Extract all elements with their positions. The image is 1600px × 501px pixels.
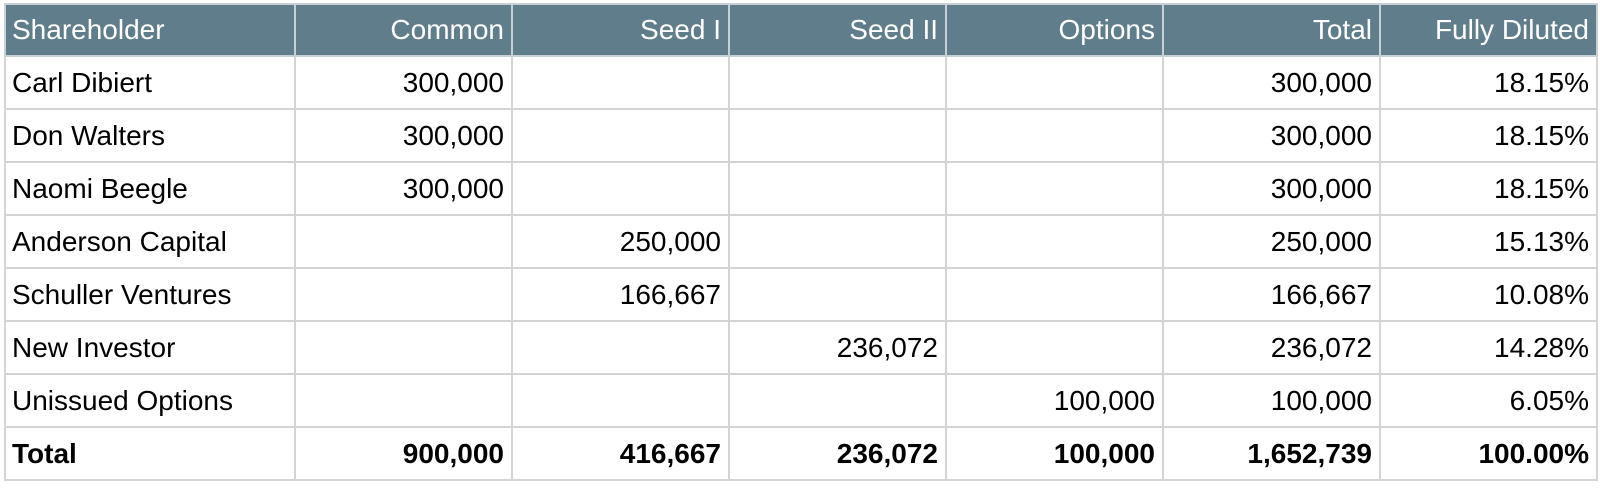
cell-seed-i [511, 373, 730, 428]
cell-common [294, 373, 513, 428]
cell-options: 100,000 [945, 373, 1164, 428]
cell-seed-ii [728, 214, 947, 269]
cell-total: 236,072 [1162, 320, 1381, 375]
header-total: Total [1162, 3, 1381, 57]
header-common: Common [294, 3, 513, 57]
cell-seed-i [511, 161, 730, 216]
cell-shareholder: Don Walters [4, 108, 296, 163]
total-label: Total [4, 426, 296, 481]
cell-options [945, 108, 1164, 163]
table-row: Schuller Ventures 166,667 166,667 10.08% [4, 267, 1598, 322]
cell-seed-ii: 236,072 [728, 320, 947, 375]
cell-common: 300,000 [294, 108, 513, 163]
table-row: Anderson Capital 250,000 250,000 15.13% [4, 214, 1598, 269]
cell-shareholder: Carl Dibiert [4, 55, 296, 110]
header-shareholder: Shareholder [4, 3, 296, 57]
cell-options [945, 320, 1164, 375]
cell-seed-ii [728, 267, 947, 322]
total-seed-i: 416,667 [511, 426, 730, 481]
cell-fully-diluted: 18.15% [1379, 108, 1598, 163]
table-row: Don Walters 300,000 300,000 18.15% [4, 108, 1598, 163]
cell-total: 300,000 [1162, 108, 1381, 163]
header-seed-ii: Seed II [728, 3, 947, 57]
cell-options [945, 214, 1164, 269]
cell-seed-ii [728, 373, 947, 428]
header-seed-i: Seed I [511, 3, 730, 57]
cell-seed-i: 250,000 [511, 214, 730, 269]
cell-common [294, 214, 513, 269]
cell-seed-i: 166,667 [511, 267, 730, 322]
total-common: 900,000 [294, 426, 513, 481]
cell-seed-ii [728, 108, 947, 163]
cell-shareholder: Unissued Options [4, 373, 296, 428]
header-options: Options [945, 3, 1164, 57]
cell-total: 300,000 [1162, 55, 1381, 110]
cell-common [294, 320, 513, 375]
cell-common [294, 267, 513, 322]
cell-seed-i [511, 320, 730, 375]
cell-options [945, 55, 1164, 110]
total-fully-diluted: 100.00% [1379, 426, 1598, 481]
total-options: 100,000 [945, 426, 1164, 481]
cell-fully-diluted: 14.28% [1379, 320, 1598, 375]
cell-shareholder: Schuller Ventures [4, 267, 296, 322]
header-row: Shareholder Common Seed I Seed II Option… [4, 3, 1598, 57]
total-row: Total 900,000 416,667 236,072 100,000 1,… [4, 426, 1598, 481]
cell-shareholder: Anderson Capital [4, 214, 296, 269]
cap-table-container: Shareholder Common Seed I Seed II Option… [4, 3, 1598, 481]
cell-seed-ii [728, 161, 947, 216]
cell-shareholder: New Investor [4, 320, 296, 375]
cell-fully-diluted: 15.13% [1379, 214, 1598, 269]
table-row: Carl Dibiert 300,000 300,000 18.15% [4, 55, 1598, 110]
cell-seed-ii [728, 55, 947, 110]
cell-fully-diluted: 6.05% [1379, 373, 1598, 428]
cell-seed-i [511, 108, 730, 163]
cell-seed-i [511, 55, 730, 110]
cap-table: Shareholder Common Seed I Seed II Option… [4, 3, 1598, 481]
cell-total: 250,000 [1162, 214, 1381, 269]
total-total: 1,652,739 [1162, 426, 1381, 481]
cell-fully-diluted: 18.15% [1379, 55, 1598, 110]
cell-options [945, 161, 1164, 216]
cell-total: 166,667 [1162, 267, 1381, 322]
header-fully-diluted: Fully Diluted [1379, 3, 1598, 57]
cell-options [945, 267, 1164, 322]
table-row: Naomi Beegle 300,000 300,000 18.15% [4, 161, 1598, 216]
cell-common: 300,000 [294, 161, 513, 216]
cell-fully-diluted: 10.08% [1379, 267, 1598, 322]
cell-shareholder: Naomi Beegle [4, 161, 296, 216]
cell-total: 100,000 [1162, 373, 1381, 428]
table-row: New Investor 236,072 236,072 14.28% [4, 320, 1598, 375]
total-seed-ii: 236,072 [728, 426, 947, 481]
table-row: Unissued Options 100,000 100,000 6.05% [4, 373, 1598, 428]
cell-total: 300,000 [1162, 161, 1381, 216]
cell-common: 300,000 [294, 55, 513, 110]
cell-fully-diluted: 18.15% [1379, 161, 1598, 216]
